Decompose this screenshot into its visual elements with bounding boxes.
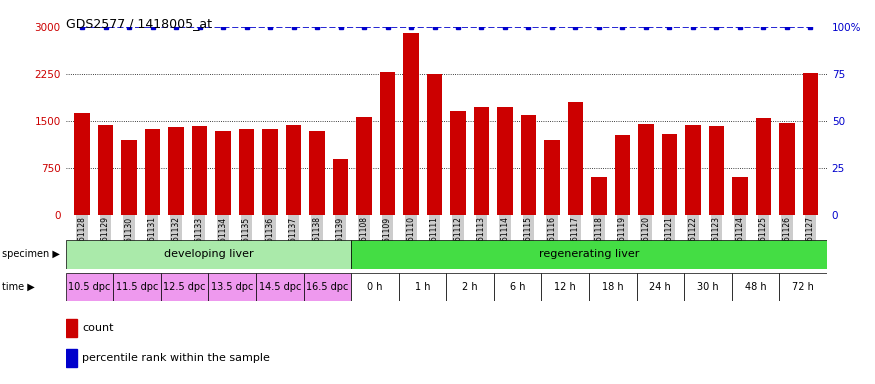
Bar	[684, 273, 732, 301]
Text: 30 h: 30 h	[697, 282, 718, 292]
Bar	[399, 273, 446, 301]
Text: 13.5 dpc: 13.5 dpc	[211, 282, 254, 292]
Bar	[451, 111, 466, 215]
Bar	[732, 273, 780, 301]
Bar	[802, 73, 818, 215]
Bar	[208, 273, 256, 301]
Bar	[542, 273, 589, 301]
Bar	[310, 131, 325, 215]
Bar	[66, 319, 77, 337]
Bar	[286, 125, 301, 215]
Bar	[332, 159, 348, 215]
Bar	[215, 131, 231, 215]
Bar	[732, 177, 747, 215]
Text: percentile rank within the sample: percentile rank within the sample	[82, 353, 270, 363]
Bar	[780, 124, 794, 215]
Text: regenerating liver: regenerating liver	[539, 249, 639, 260]
Bar	[493, 273, 542, 301]
Text: 2 h: 2 h	[462, 282, 478, 292]
Bar	[756, 118, 771, 215]
Text: 14.5 dpc: 14.5 dpc	[258, 282, 301, 292]
Bar	[709, 126, 724, 215]
Bar	[351, 240, 827, 269]
Bar	[568, 102, 583, 215]
Bar	[356, 117, 372, 215]
Text: developing liver: developing liver	[164, 249, 253, 260]
Text: 10.5 dpc: 10.5 dpc	[68, 282, 110, 292]
Bar	[66, 349, 77, 366]
Bar	[615, 135, 630, 215]
Bar	[474, 107, 489, 215]
Text: 12 h: 12 h	[555, 282, 576, 292]
Bar	[592, 177, 606, 215]
Bar	[639, 124, 654, 215]
Bar	[637, 273, 684, 301]
Bar	[780, 273, 827, 301]
Bar	[427, 74, 442, 215]
Bar	[122, 141, 136, 215]
Bar	[145, 129, 160, 215]
Bar	[403, 33, 418, 215]
Bar	[256, 273, 304, 301]
Bar	[161, 273, 208, 301]
Text: 24 h: 24 h	[649, 282, 671, 292]
Bar	[66, 273, 113, 301]
Text: 16.5 dpc: 16.5 dpc	[306, 282, 348, 292]
Bar	[589, 273, 637, 301]
Bar	[98, 125, 113, 215]
Bar	[113, 273, 161, 301]
Bar	[544, 141, 560, 215]
Bar	[239, 129, 254, 215]
Bar	[66, 240, 351, 269]
Text: 11.5 dpc: 11.5 dpc	[116, 282, 158, 292]
Bar	[446, 273, 493, 301]
Text: 18 h: 18 h	[602, 282, 624, 292]
Text: 12.5 dpc: 12.5 dpc	[164, 282, 206, 292]
Text: time ▶: time ▶	[2, 282, 34, 292]
Text: 72 h: 72 h	[792, 282, 814, 292]
Text: specimen ▶: specimen ▶	[2, 249, 60, 260]
Bar	[74, 113, 90, 215]
Bar	[521, 115, 536, 215]
Text: 0 h: 0 h	[368, 282, 382, 292]
Bar	[351, 273, 399, 301]
Bar	[497, 107, 513, 215]
Bar	[168, 127, 184, 215]
Text: GDS2577 / 1418005_at: GDS2577 / 1418005_at	[66, 17, 212, 30]
Text: count: count	[82, 323, 114, 333]
Bar	[192, 126, 207, 215]
Bar	[662, 134, 677, 215]
Text: 6 h: 6 h	[510, 282, 525, 292]
Text: 48 h: 48 h	[745, 282, 766, 292]
Bar	[304, 273, 351, 301]
Bar	[380, 72, 396, 215]
Bar	[262, 129, 277, 215]
Bar	[685, 125, 701, 215]
Text: 1 h: 1 h	[415, 282, 430, 292]
